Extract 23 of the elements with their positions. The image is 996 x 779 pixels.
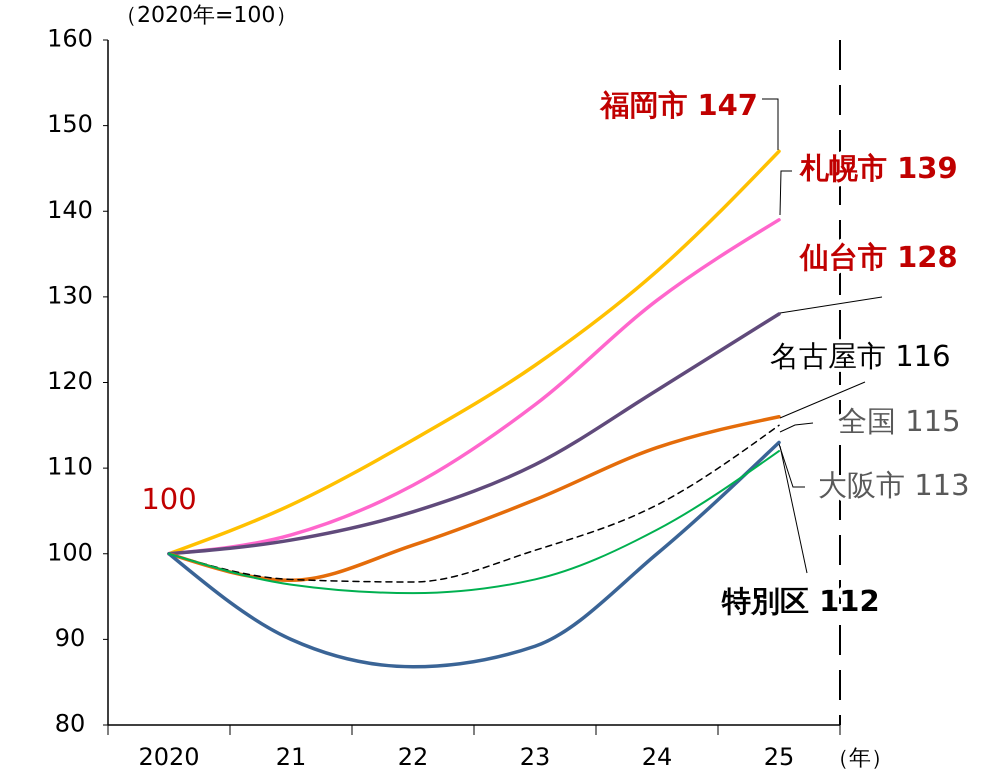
y-tick-label: 150 bbox=[47, 110, 93, 138]
text: 札幌市 139 bbox=[800, 150, 958, 185]
x-tick-label: 25 bbox=[764, 743, 794, 771]
x-tick-label: 21 bbox=[276, 743, 306, 771]
y-axis-title: （2020年=100） bbox=[115, 3, 298, 28]
y-tick-label: 160 bbox=[47, 24, 93, 53]
x-tick-label: 22 bbox=[398, 743, 428, 771]
text: 大阪市 113 bbox=[818, 468, 970, 502]
x-tick-label: 2020 bbox=[138, 743, 200, 771]
y-tick-label: 100 bbox=[47, 538, 93, 566]
x-axis-title: （年） bbox=[827, 746, 893, 771]
x-tick-label: 23 bbox=[520, 743, 550, 771]
text: 名古屋市 116 bbox=[770, 338, 951, 373]
y-tick-label: 120 bbox=[47, 367, 93, 396]
x-tick-label: 24 bbox=[642, 743, 672, 771]
y-tick-label: 80 bbox=[54, 710, 86, 738]
y-tick-label: 90 bbox=[54, 624, 86, 652]
text: 福岡市 147 bbox=[600, 88, 758, 122]
text: 仙台市 128 bbox=[800, 240, 958, 274]
y-tick-label: 110 bbox=[47, 452, 93, 481]
y-tick-label: 130 bbox=[47, 281, 93, 310]
y-tick-label: 140 bbox=[47, 196, 93, 224]
annotation: 100 bbox=[141, 482, 197, 516]
